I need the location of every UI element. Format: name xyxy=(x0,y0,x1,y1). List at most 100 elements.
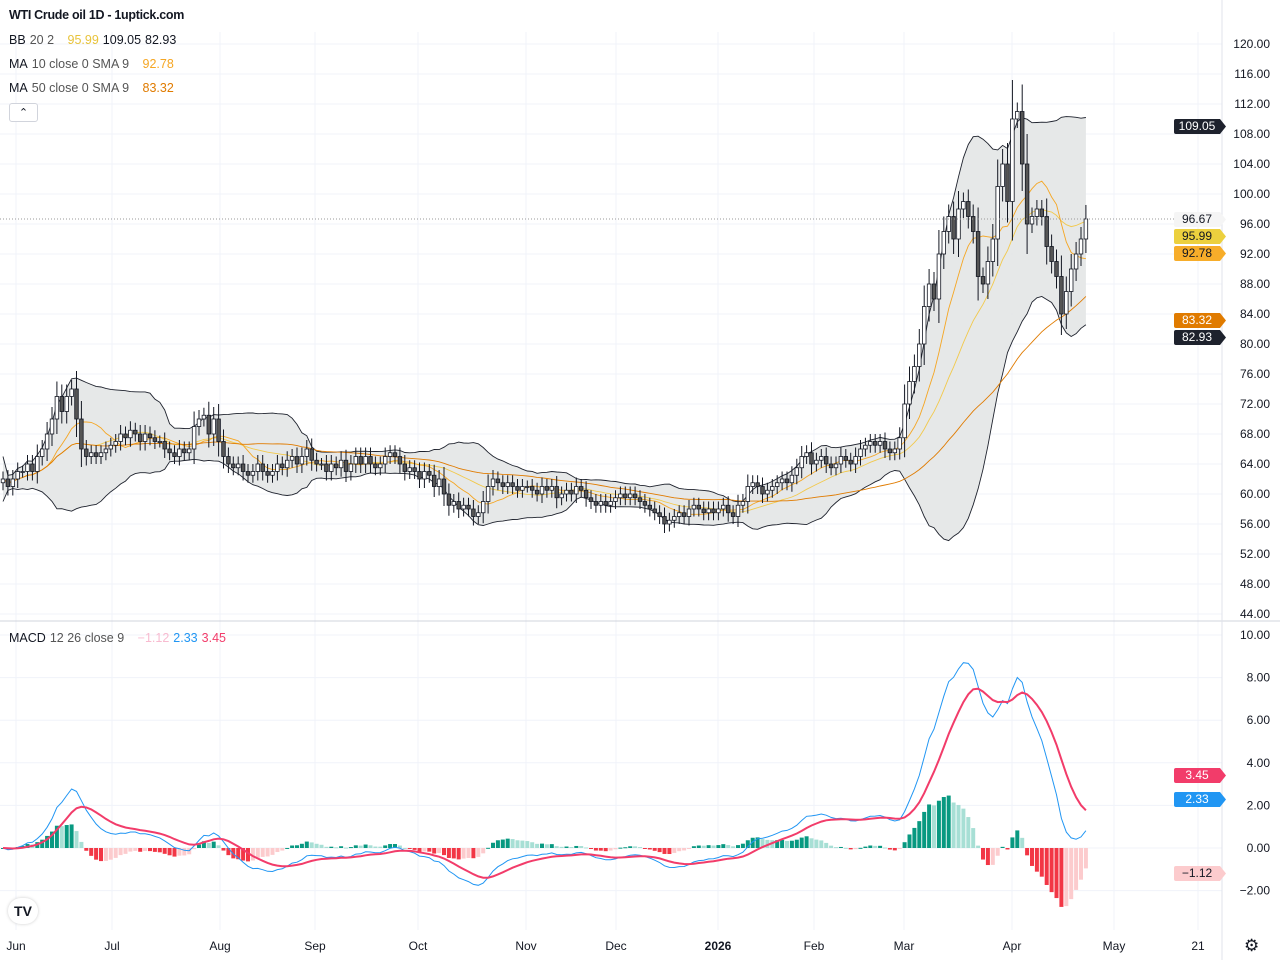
candle-body xyxy=(613,497,618,502)
candle-body xyxy=(289,456,295,461)
macd-histogram-bar xyxy=(907,834,912,848)
macd-histogram-bar xyxy=(319,844,324,848)
macd-histogram-bar xyxy=(598,848,603,851)
legend-bb[interactable]: BB 20 2 95.99 109.05 82.93 xyxy=(9,33,180,47)
candle xyxy=(1049,234,1054,274)
candle xyxy=(946,204,951,244)
gear-icon[interactable]: ⚙ xyxy=(1244,936,1260,955)
candle-body xyxy=(358,456,363,465)
candle xyxy=(275,455,280,481)
macd-signal-line xyxy=(2,687,1087,879)
candle xyxy=(819,449,824,468)
candle xyxy=(926,269,932,322)
candle-body xyxy=(20,471,25,473)
macd-histogram-bar xyxy=(216,845,221,848)
candle-body xyxy=(226,456,231,465)
macd-signal-value: 3.45 xyxy=(201,631,226,645)
candle xyxy=(740,494,746,513)
macd-histogram-bar xyxy=(677,848,682,852)
candle-body xyxy=(1054,261,1059,277)
candle xyxy=(941,216,946,269)
candle xyxy=(917,329,922,382)
candle xyxy=(569,482,574,502)
macd-histogram-bar xyxy=(99,848,103,862)
macd-histogram-bar xyxy=(299,843,304,848)
macd-histogram-bar xyxy=(966,817,971,848)
candle-body xyxy=(632,493,638,499)
macd-histogram-bar xyxy=(54,825,59,848)
macd-histogram-bar xyxy=(50,831,54,848)
candle xyxy=(667,512,672,532)
price-tick-label: 60.00 xyxy=(1240,487,1270,501)
candle xyxy=(84,440,89,466)
candle-body xyxy=(1010,118,1015,202)
ma10-params: 10 close 0 SMA 9 xyxy=(31,57,130,71)
macd-histogram-bar xyxy=(255,848,260,858)
macd-tick-label: 4.00 xyxy=(1247,756,1271,770)
candle xyxy=(677,505,682,524)
candle xyxy=(206,401,211,448)
macd-histogram-bar xyxy=(740,843,745,848)
legend-ma50[interactable]: MA 50 close 0 SMA 9 83.32 xyxy=(9,81,178,95)
candle-body xyxy=(750,482,755,487)
candle-body xyxy=(804,452,809,457)
bb-lower: 82.93 xyxy=(145,33,177,47)
macd-histogram-bar xyxy=(525,841,530,848)
macd-histogram-bar xyxy=(873,845,878,848)
macd-histogram-bar xyxy=(917,821,922,848)
legend-ma10[interactable]: MA 10 close 0 SMA 9 92.78 xyxy=(9,57,178,71)
macd-histogram-bar xyxy=(446,848,451,858)
candle-body xyxy=(1078,238,1084,255)
time-tick-label: Dec xyxy=(605,939,626,953)
candle-body xyxy=(0,478,6,484)
candle xyxy=(784,471,790,491)
macd-histogram-bar xyxy=(838,846,843,848)
candle xyxy=(441,467,447,506)
candle xyxy=(49,407,55,446)
tag-macd-signal: 3.45 xyxy=(1174,768,1220,783)
candle-body xyxy=(897,437,902,450)
macd-histogram-bar xyxy=(383,845,388,848)
price-tick-label: 80.00 xyxy=(1240,337,1270,351)
candle-body xyxy=(1044,216,1049,247)
candle xyxy=(583,481,589,507)
macd-histogram-bar xyxy=(407,848,412,849)
candle xyxy=(726,496,731,522)
macd-histogram-bar xyxy=(618,847,623,849)
candle xyxy=(79,401,84,467)
macd-histogram-bar xyxy=(1030,848,1034,866)
candle-body xyxy=(559,493,564,499)
macd-histogram-bar xyxy=(804,836,809,848)
candle-body xyxy=(329,463,334,472)
candle xyxy=(794,458,799,485)
candle-body xyxy=(706,508,711,514)
macd-histogram-bar xyxy=(84,848,89,851)
macd-histogram-bar xyxy=(667,848,672,855)
candle-body xyxy=(686,508,692,517)
candle xyxy=(186,441,192,461)
macd-tick-label: 10.00 xyxy=(1240,628,1270,642)
candle-body xyxy=(902,403,907,439)
tradingview-logo[interactable]: TV xyxy=(8,898,38,924)
macd-histogram-bar xyxy=(368,845,373,848)
candle-body xyxy=(40,448,45,457)
candle xyxy=(922,285,927,365)
candle-body xyxy=(461,504,466,510)
candle xyxy=(89,445,94,464)
candle xyxy=(201,407,207,427)
legend-macd[interactable]: MACD 12 26 close 9 −1.12 2.33 3.45 xyxy=(9,631,230,645)
macd-histogram-bar xyxy=(789,840,794,848)
macd-histogram-bar xyxy=(133,848,138,851)
candle-body xyxy=(1049,246,1054,262)
macd-histogram-bar xyxy=(40,839,45,848)
candle-body xyxy=(1029,216,1035,225)
candle xyxy=(118,425,123,451)
candle-body xyxy=(1000,163,1005,187)
macd-histogram-bar xyxy=(775,840,780,848)
candle xyxy=(765,482,770,502)
macd-histogram-bar xyxy=(241,848,246,861)
candle xyxy=(177,440,182,466)
collapse-legend-button[interactable]: ⌃ xyxy=(9,103,38,122)
candle xyxy=(397,447,403,473)
